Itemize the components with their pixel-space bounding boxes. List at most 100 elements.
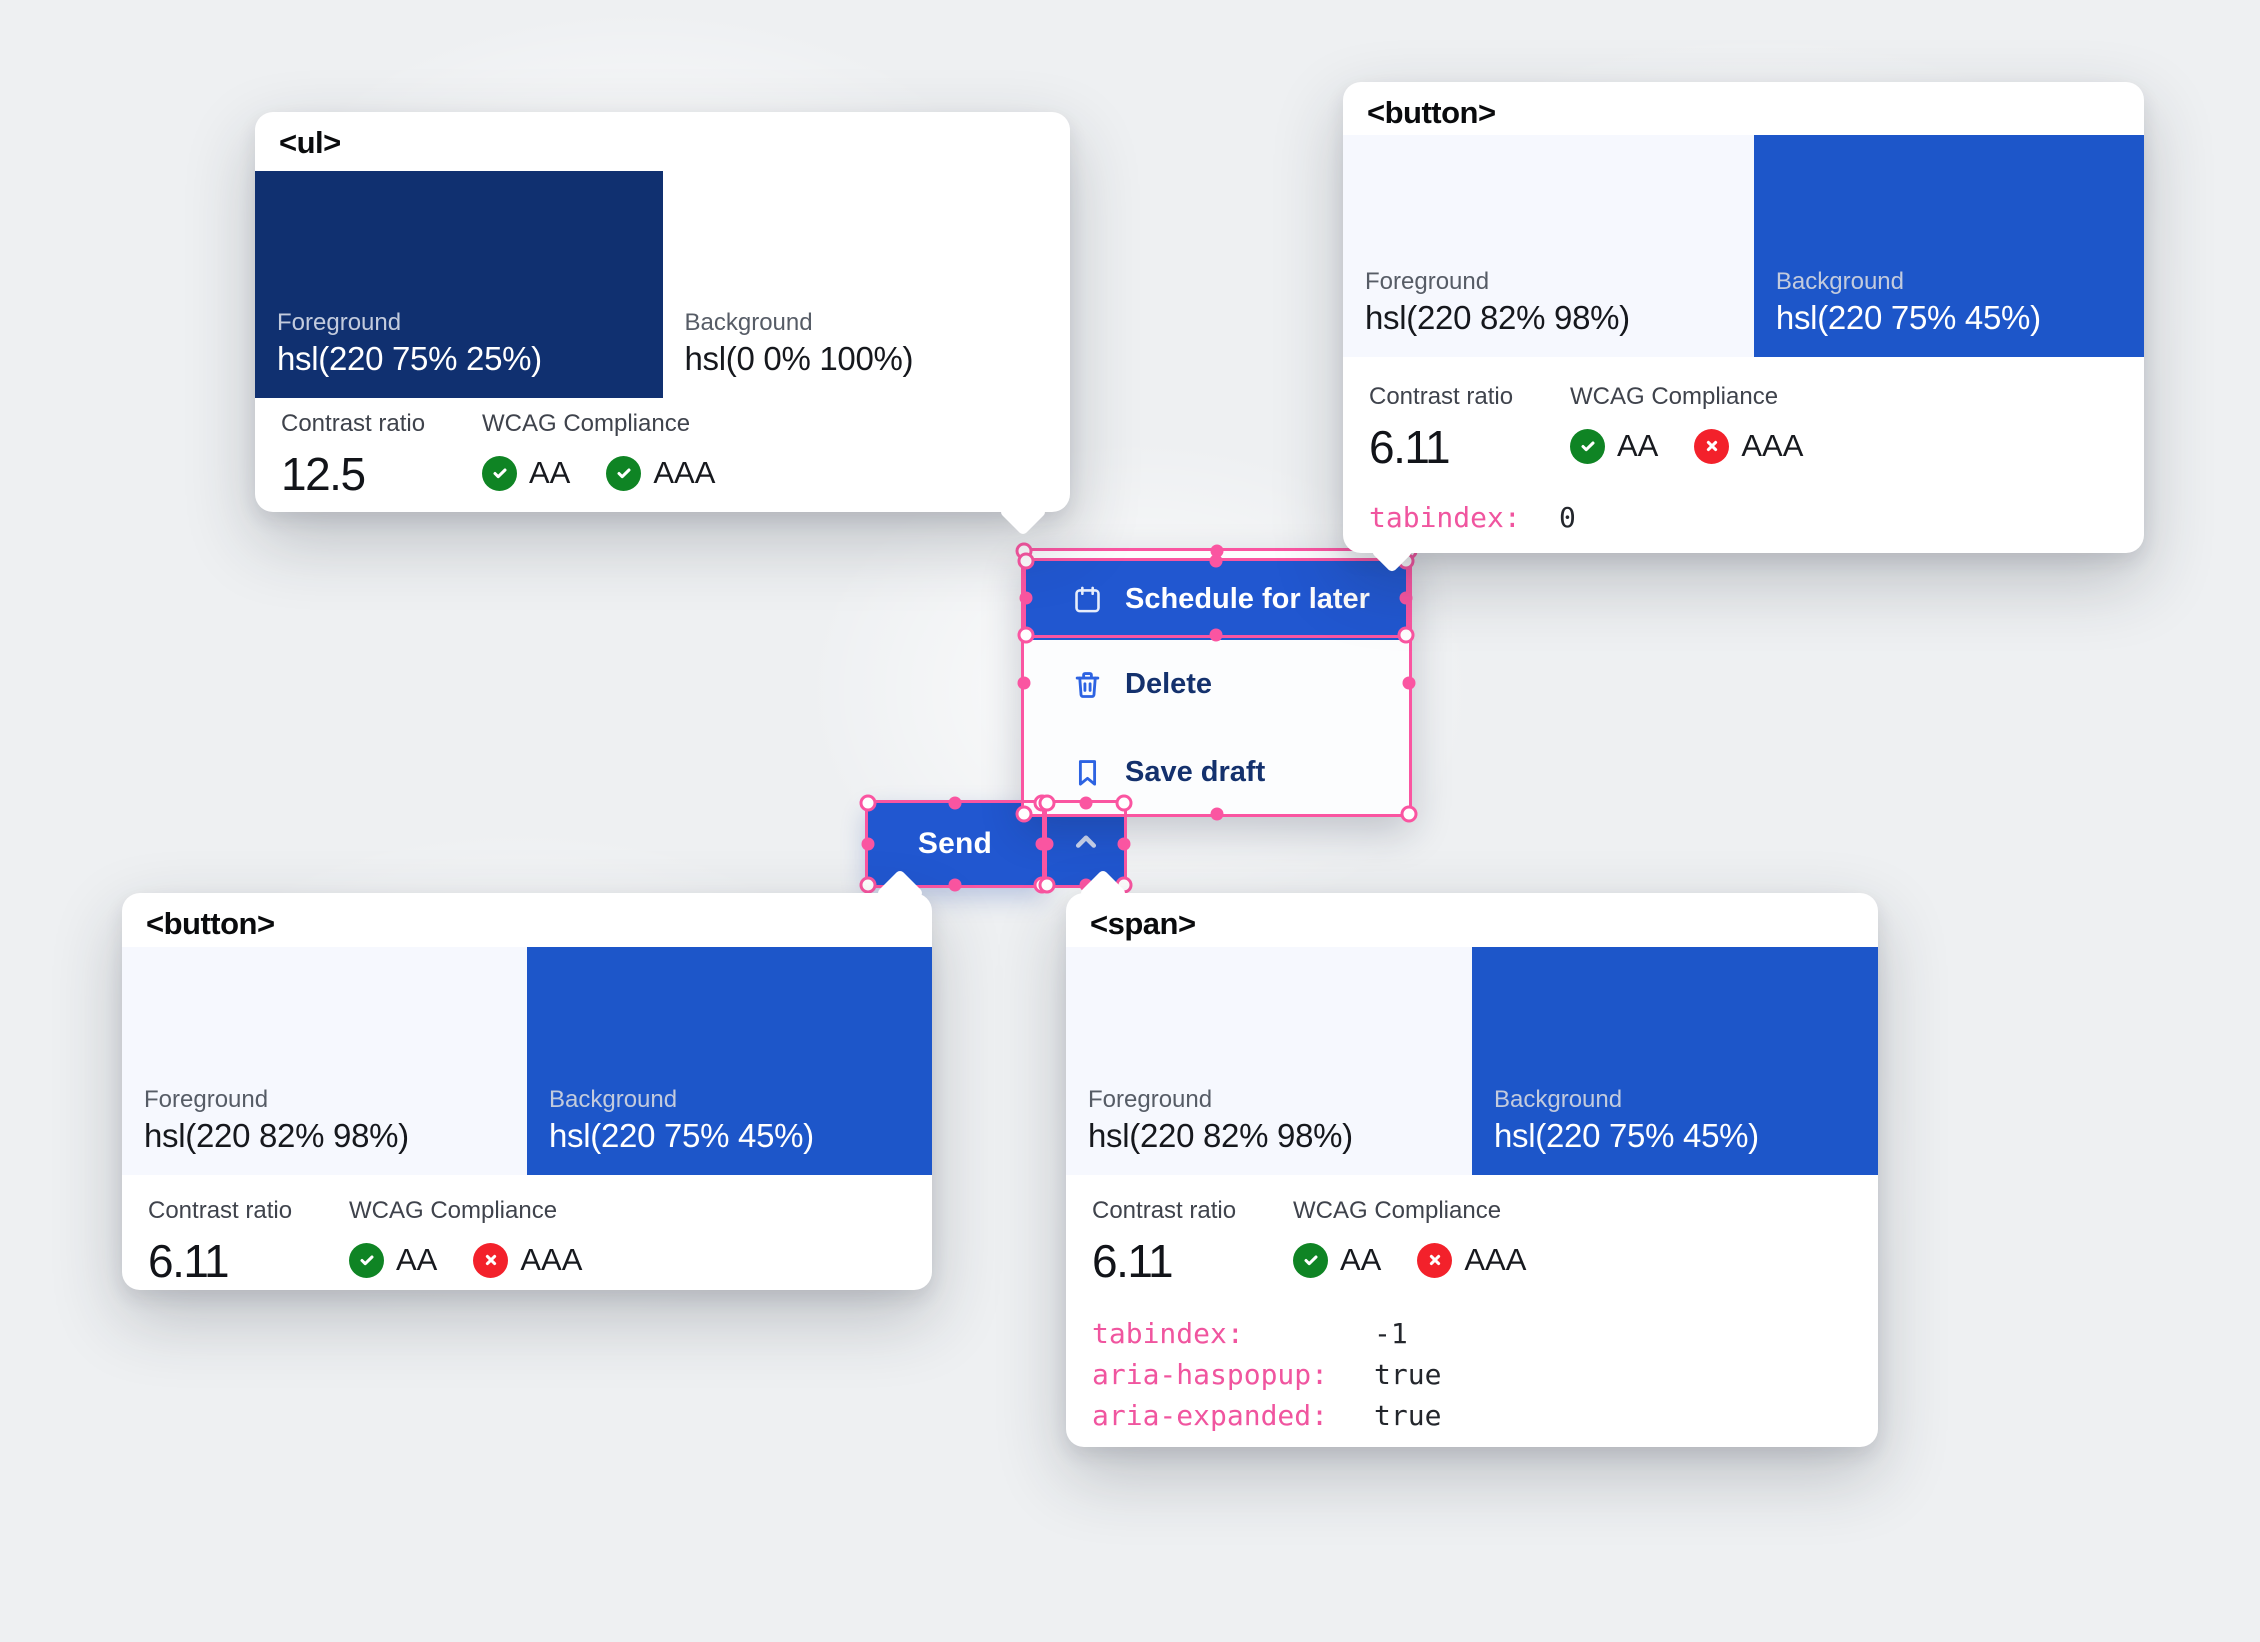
menu-item-delete[interactable]: Delete (1021, 640, 1412, 728)
selection-corner-handle[interactable] (1015, 805, 1033, 823)
background-value: hsl(0 0% 100%) (684, 340, 914, 377)
menu-item-label: Delete (1125, 667, 1213, 700)
wcag-aaa-badge (1417, 1242, 1453, 1278)
send-button-label: Send (917, 827, 993, 860)
foreground-label: Foreground (144, 1086, 269, 1113)
wcag-aa-label: AA (396, 1242, 438, 1277)
wcag-aaa-label: AAA (520, 1242, 583, 1277)
contrast-ratio-value: 6.11 (1369, 421, 1451, 473)
attribute-row: tabindex: 0 (1369, 497, 1576, 538)
attribute-row: aria-expanded: true (1092, 1395, 1441, 1436)
attribute-value: -1 (1374, 1317, 1408, 1350)
foreground-swatch: Foreground hsl(220 82% 98%) (122, 947, 527, 1175)
selection-edge-handle[interactable] (1402, 676, 1416, 689)
tooltip-card-menu-item-button: <button> Foreground hsl(220 82% 98%) Bac… (1343, 82, 2144, 574)
contrast-ratio-label: Contrast ratio (1092, 1197, 1237, 1224)
attribute-name: tabindex: (1092, 1317, 1244, 1350)
attribute-row: tabindex: -1 (1092, 1313, 1441, 1354)
selection-edge-handle[interactable] (1040, 837, 1054, 851)
wcag-aaa-badge (1694, 428, 1730, 464)
selection-edge-handle[interactable] (1017, 676, 1031, 689)
tooltip-card-send-button: <button> Foreground hsl(220 82% 98%) Bac… (122, 868, 932, 1290)
menu-item-save-draft[interactable]: Save draft (1021, 728, 1412, 816)
background-value: hsl(220 75% 45%) (1494, 1117, 1759, 1154)
selection-corner-handle[interactable] (1115, 794, 1133, 812)
attribute-value: true (1374, 1358, 1442, 1391)
selection-corner-handle[interactable] (1038, 876, 1056, 894)
element-tag: <button> (146, 906, 275, 941)
selection-edge-handle[interactable] (1209, 554, 1223, 568)
selection-edge-handle[interactable] (861, 837, 875, 851)
contrast-ratio-value: 6.11 (148, 1235, 230, 1287)
trash-icon (1072, 669, 1103, 700)
foreground-value: hsl(220 82% 98%) (1088, 1117, 1353, 1154)
selection-edge-handle[interactable] (948, 796, 962, 810)
background-value: hsl(220 75% 45%) (1775, 299, 2041, 336)
wcag-aa-label: AA (529, 455, 571, 490)
wcag-aaa-label: AAA (653, 455, 716, 490)
wcag-aa-badge (349, 1242, 384, 1278)
background-label: Background (549, 1086, 678, 1113)
wcag-compliance-label: WCAG Compliance (1570, 383, 1779, 410)
background-label: Background (684, 309, 813, 336)
background-label: Background (1494, 1086, 1623, 1113)
foreground-label: Foreground (1365, 268, 1490, 295)
element-tag: <button> (1367, 95, 1496, 130)
selection-edge-handle[interactable] (1210, 544, 1223, 558)
element-tag: <ul> (279, 125, 341, 160)
foreground-swatch: Foreground hsl(220 82% 98%) (1343, 135, 1754, 357)
selection-edge-handle[interactable] (1399, 591, 1413, 605)
foreground-value: hsl(220 82% 98%) (1365, 299, 1630, 336)
selection-edge-handle[interactable] (1117, 837, 1131, 851)
selection-outline-dropdown-toggle[interactable] (1038, 794, 1133, 894)
attribute-value: 0 (1559, 501, 1576, 534)
background-swatch: Background hsl(0 0% 100%) (662, 171, 1070, 398)
attribute-name: tabindex: (1369, 501, 1521, 534)
selection-edge-handle[interactable] (1210, 807, 1223, 821)
wcag-compliance-label: WCAG Compliance (1293, 1197, 1502, 1224)
selection-corner-handle[interactable] (1038, 794, 1056, 812)
selection-edge-handle[interactable] (948, 878, 962, 892)
selection-outline-menu-item[interactable] (1017, 552, 1415, 644)
foreground-swatch: Foreground hsl(220 75% 25%) (255, 171, 663, 398)
wcag-compliance-label: WCAG Compliance (349, 1197, 558, 1224)
wcag-aa-badge (482, 455, 517, 491)
selection-outline-send-button[interactable] (859, 794, 1051, 894)
wcag-aaa-badge (473, 1242, 509, 1278)
attribute-row: aria-haspopup: true (1092, 1354, 1441, 1395)
menu-item-label: Save draft (1125, 755, 1266, 788)
attribute-value: true (1374, 1399, 1442, 1432)
menu-item-schedule[interactable]: Schedule for later (1021, 558, 1412, 640)
selection-corner-handle[interactable] (859, 794, 877, 812)
contrast-ratio-label: Contrast ratio (1369, 383, 1514, 410)
element-tag: <span> (1090, 906, 1196, 941)
selection-edge-handle[interactable] (1019, 591, 1033, 605)
selection-edge-handle[interactable] (1209, 628, 1223, 642)
background-label: Background (1775, 268, 1904, 295)
foreground-value: hsl(220 75% 25%) (277, 340, 542, 377)
selection-corner-handle[interactable] (1397, 626, 1415, 644)
wcag-aa-badge (1570, 428, 1605, 464)
selection-corner-handle[interactable] (1017, 626, 1035, 644)
selection-edge-handle[interactable] (1079, 796, 1092, 810)
foreground-label: Foreground (277, 309, 402, 336)
bookmark-icon (1072, 757, 1103, 788)
background-value: hsl(220 75% 45%) (549, 1117, 814, 1154)
wcag-aa-label: AA (1340, 1242, 1382, 1277)
wcag-aa-label: AA (1617, 428, 1659, 463)
selection-corner-handle[interactable] (1017, 552, 1035, 570)
attribute-name: aria-expanded: (1092, 1399, 1329, 1432)
selection-corner-handle[interactable] (1400, 805, 1418, 823)
wcag-aaa-badge (606, 455, 642, 491)
wcag-compliance-label: WCAG Compliance (482, 410, 691, 437)
contrast-ratio-value: 6.11 (1092, 1235, 1174, 1287)
tooltip-card-ul: <ul> Foreground hsl(220 75% 25%) Backgro… (255, 112, 1070, 537)
background-swatch: Background hsl(220 75% 45%) (1753, 135, 2144, 357)
tooltip-card-toggle-span: <span> Foreground hsl(220 82% 98%) Backg… (1066, 868, 1878, 1447)
dropdown-menu: Schedule for later Delete Save draft (1021, 548, 1412, 816)
foreground-value: hsl(220 82% 98%) (144, 1117, 409, 1154)
selection-corner-handle[interactable] (859, 876, 877, 894)
background-swatch: Background hsl(220 75% 45%) (527, 947, 932, 1175)
wcag-aa-badge (1293, 1242, 1328, 1278)
